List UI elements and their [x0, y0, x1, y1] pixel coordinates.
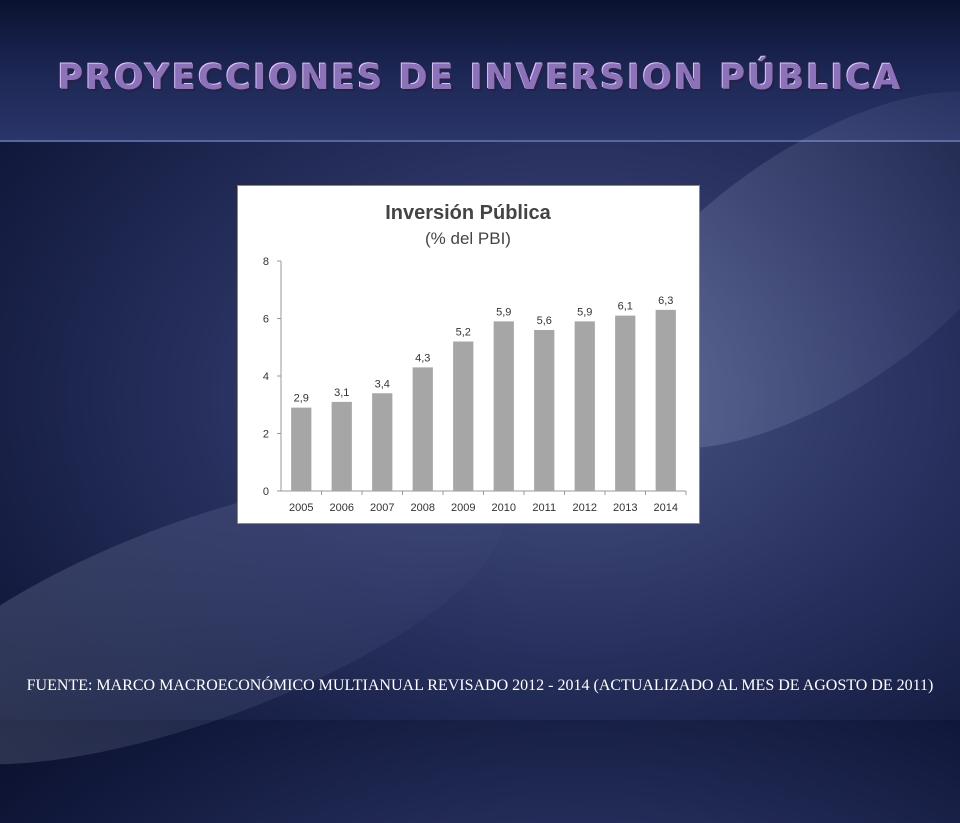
bar — [291, 407, 312, 491]
source-note: FUENTE: MARCO MACROECONÓMICO MULTIANUAL … — [26, 677, 934, 694]
bar — [453, 341, 474, 491]
bar-chart: Inversión Pública (% del PBI) 0 2 4 6 8 2,9 20… — [263, 202, 687, 514]
x-tick-label: 2013 — [613, 502, 637, 514]
data-label: 5,9 — [496, 306, 511, 318]
bar — [655, 309, 676, 491]
bar — [331, 401, 352, 491]
y-tick-label: 4 — [263, 371, 269, 383]
data-label: 5,6 — [537, 315, 552, 327]
bar — [534, 330, 555, 491]
x-tick-label: 2007 — [370, 502, 394, 514]
header-band — [0, 0, 960, 142]
data-label: 3,1 — [334, 387, 349, 399]
x-tick-label: 2012 — [573, 502, 597, 514]
data-label: 5,2 — [456, 327, 471, 339]
x-tick-label: 2006 — [330, 502, 354, 514]
y-tick-label: 8 — [263, 256, 269, 268]
chart-subtitle: (% del PBI) — [425, 229, 511, 248]
data-label: 2,9 — [294, 393, 309, 405]
plot-area: 0 2 4 6 8 2,9 2005 3,1 2006 3,4 2007 4,3 2008 5,2 2009… — [263, 256, 687, 514]
data-label: 5,9 — [577, 306, 592, 318]
x-tick-label: 2010 — [492, 502, 516, 514]
x-tick-label: 2011 — [532, 502, 556, 514]
x-tick-label: 2008 — [411, 502, 435, 514]
y-tick-label: 0 — [263, 486, 269, 498]
data-label: 3,4 — [375, 378, 390, 390]
data-label: 6,1 — [618, 301, 633, 313]
x-tick-label: 2009 — [451, 502, 475, 514]
x-tick-label: 2005 — [289, 502, 313, 514]
bar — [412, 367, 433, 491]
chart-panel: Inversión Pública (% del PBI) 0 2 4 6 8 2,9 20… — [237, 185, 700, 524]
bar — [574, 321, 595, 491]
chart-title: Inversión Pública — [385, 202, 551, 224]
bar — [615, 315, 636, 491]
y-tick-label: 2 — [263, 429, 269, 441]
data-label: 4,3 — [415, 352, 430, 364]
x-tick-label: 2014 — [654, 502, 678, 514]
bar — [372, 393, 393, 491]
y-tick-label: 6 — [263, 314, 269, 326]
bar — [493, 321, 514, 491]
data-label: 6,3 — [658, 295, 673, 307]
slide-title: PROYECCIONES DE INVERSION PÚBLICA — [57, 58, 903, 98]
